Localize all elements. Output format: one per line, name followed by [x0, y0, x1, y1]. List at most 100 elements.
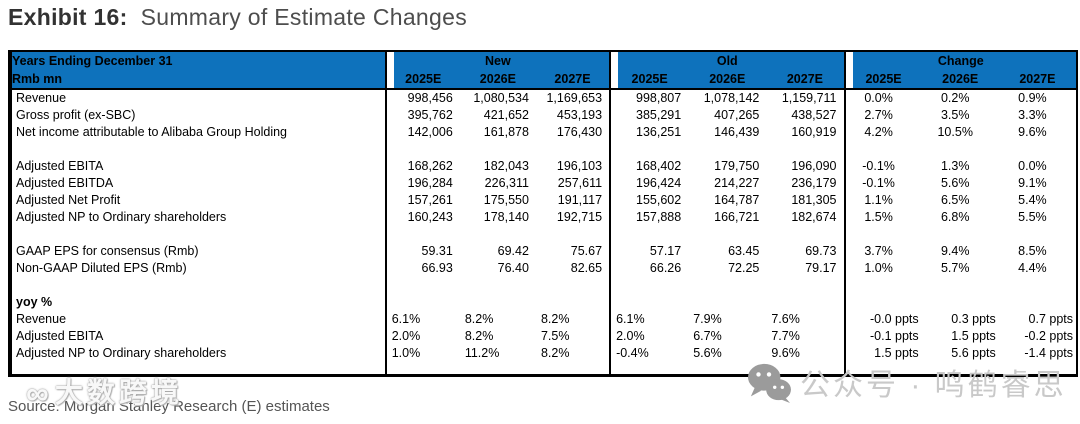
cell-change-2026e: 1.3%	[940, 159, 970, 173]
cell-old-2027e	[766, 226, 844, 243]
cell-old-2026e	[688, 277, 766, 294]
cell-new-2025e: 157,261	[384, 192, 460, 209]
cell-old-2026e	[688, 226, 766, 243]
row-label: GAAP EPS for consensus (Rmb)	[16, 244, 199, 258]
cell-change-2026e: 10.5%	[937, 125, 973, 139]
cell-new-2025e	[384, 362, 460, 375]
group-header-new: New	[384, 51, 611, 70]
cell-change-2025e: -0.1%	[843, 175, 922, 192]
cell-new-2025e: 168,262	[384, 158, 460, 175]
cell-old-2025e: 6.1%	[609, 311, 689, 328]
cell-change-2025e: 4.2%	[843, 124, 922, 141]
cell-new-2025e: 196,284	[384, 175, 460, 192]
cell-old-2027e: 9.6%	[771, 346, 800, 360]
cell-old-2025e: 998,807	[609, 89, 689, 107]
cell-new-2025e	[384, 226, 460, 243]
cell-new-2027e: 8.2%	[540, 312, 570, 326]
cell-new-2027e: 8.2%	[540, 346, 570, 360]
cell-change-2025e	[843, 277, 922, 294]
table-row: Net income attributable to Alibaba Group…	[10, 124, 1077, 141]
cell-old-2027e	[766, 141, 844, 158]
cell-old-2025e	[609, 226, 689, 243]
cell-change-2026e	[922, 362, 999, 375]
cell-old-2027e: 7.7%	[771, 329, 800, 343]
row-label: Net income attributable to Alibaba Group…	[16, 125, 287, 139]
cell-old-2026e: 214,227	[714, 176, 760, 190]
row-label: Non-GAAP Diluted EPS (Rmb)	[16, 261, 187, 275]
cell-old-2025e	[609, 141, 689, 158]
table-row: Adjusted EBITA 2.0% 8.2% 7.5% 2.0% 6.7% 7.7% -0…	[10, 328, 1077, 345]
cell-new-2025e: 160,243	[384, 209, 460, 226]
cell-change-2027e	[999, 141, 1077, 158]
cell-change-2025e	[843, 294, 922, 311]
cell-change-2027e: 8.5%	[1018, 244, 1047, 258]
year-header-new-2026e: 2026E	[459, 70, 536, 89]
row-label: Adjusted NP to Ordinary shareholders	[16, 210, 227, 224]
cell-new-2025e	[384, 294, 460, 311]
cell-change-2026e: 6.8%	[940, 210, 970, 224]
table-row: Adjusted EBITDA 196,284 226,311 257,611 196,…	[10, 175, 1077, 192]
cell-change-2025e	[843, 226, 922, 243]
cell-new-2025e: 998,456	[384, 89, 460, 107]
cell-change-2025e: 2.7%	[843, 107, 922, 124]
table-row: Adjusted EBITA 168,262 182,043 196,103 168,4…	[10, 158, 1077, 175]
row-label: Revenue	[16, 91, 67, 105]
cell-new-2026e: 421,652	[483, 108, 529, 122]
year-header-new-2025e: 2025E	[384, 70, 460, 89]
table-row: GAAP EPS for consensus (Rmb) 59.31 69.42 75…	[10, 243, 1077, 260]
cell-new-2026e	[460, 294, 536, 311]
blank-row	[10, 277, 1077, 294]
row-label	[10, 226, 386, 243]
blank-row	[10, 141, 1077, 158]
cell-old-2025e: 66.26	[609, 260, 689, 277]
cell-change-2026e: 3.5%	[940, 108, 970, 122]
cell-change-2026e: 1.5 ppts	[951, 329, 996, 343]
cell-new-2025e: 1.0%	[384, 345, 460, 362]
cell-old-2027e: 7.6%	[771, 312, 800, 326]
cell-new-2026e: 8.2%	[464, 312, 494, 326]
row-label: Gross profit (ex-SBC)	[16, 108, 136, 122]
cell-old-2027e: 160,919	[791, 125, 837, 139]
source-note: Source: Morgan Stanley Research (E) esti…	[8, 398, 330, 415]
cell-change-2025e: 0.0%	[843, 89, 922, 107]
cell-new-2025e: 142,006	[384, 124, 460, 141]
group-header-old: Old	[609, 51, 845, 70]
cell-old-2026e: 146,439	[714, 125, 760, 139]
year-header-old-2026e: 2026E	[688, 70, 767, 89]
row-label: Revenue	[16, 312, 67, 326]
cell-old-2025e: 385,291	[609, 107, 689, 124]
row-label	[10, 277, 386, 294]
cell-new-2025e	[384, 277, 460, 294]
cell-new-2026e	[460, 226, 536, 243]
cell-old-2026e	[688, 362, 766, 375]
cell-old-2026e: 1,078,142	[703, 91, 760, 105]
cell-new-2026e: 69.42	[497, 244, 529, 258]
cell-old-2027e	[766, 294, 844, 311]
cell-change-2027e	[999, 226, 1077, 243]
cell-change-2027e: 0.0%	[1018, 159, 1047, 173]
cell-change-2027e: 9.1%	[1018, 176, 1047, 190]
cell-old-2025e: 196,424	[609, 175, 689, 192]
cell-new-2027e: 453,193	[556, 108, 603, 122]
cell-new-2026e: 161,878	[483, 125, 529, 139]
cell-old-2025e	[609, 277, 689, 294]
cell-old-2025e: 136,251	[609, 124, 689, 141]
table-row: Gross profit (ex-SBC) 395,762 421,652 453,1…	[10, 107, 1077, 124]
table-row: Revenue 998,456 1,080,534 1,169,653 998,807 1…	[10, 89, 1077, 107]
row-label: Adjusted Net Profit	[16, 193, 121, 207]
cell-change-2027e: 4.4%	[1018, 261, 1047, 275]
cell-old-2027e: 181,305	[791, 193, 837, 207]
cell-old-2026e: 407,265	[714, 108, 760, 122]
blank-row	[10, 362, 1077, 375]
table-row: Adjusted NP to Ordinary shareholders 160,…	[10, 209, 1077, 226]
cell-old-2025e: 157,888	[609, 209, 689, 226]
table-row: Revenue 6.1% 8.2% 8.2% 6.1% 7.9% 7.6% -0.0 ppts…	[10, 311, 1077, 328]
cell-new-2026e: 226,311	[484, 176, 529, 190]
cell-new-2027e: 257,611	[557, 176, 603, 190]
cell-change-2025e: 1.1%	[843, 192, 922, 209]
year-header-change-2025e: 2025E	[843, 70, 922, 89]
cell-new-2027e: 1,169,653	[546, 91, 603, 105]
cell-old-2027e	[766, 362, 844, 375]
table-row: Adjusted NP to Ordinary shareholders 1.0%…	[10, 345, 1077, 362]
estimates-table-container: Years Ending December 31 Rmb mn New Old …	[8, 50, 1078, 377]
